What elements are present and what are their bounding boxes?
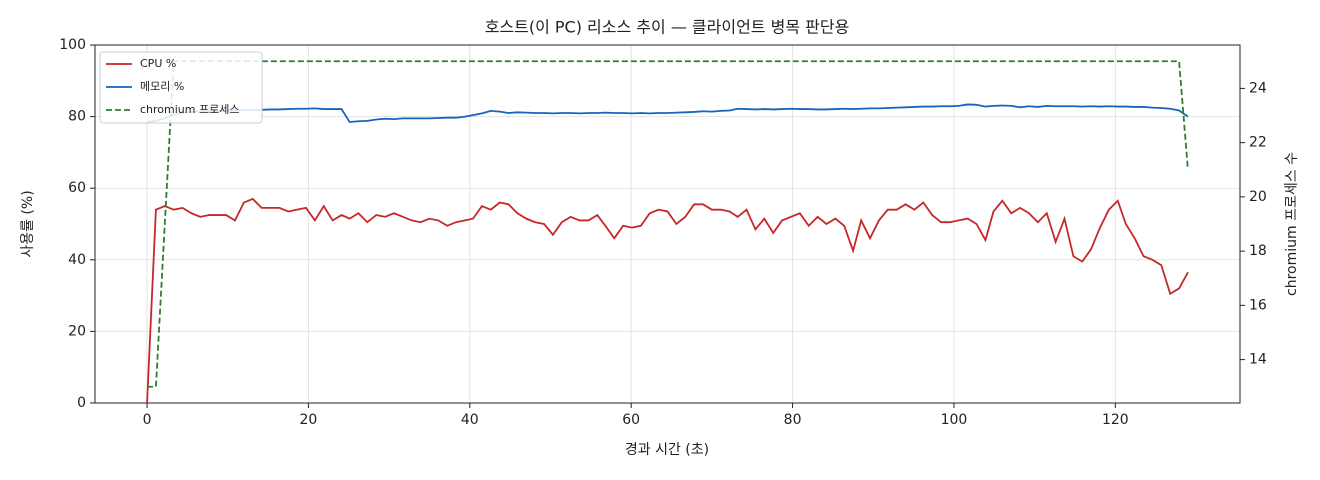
y2-tick-label: 24 <box>1249 80 1267 96</box>
series-line <box>147 60 1189 388</box>
y2-tick-label: 16 <box>1249 297 1267 313</box>
y2-tick-label: 20 <box>1249 189 1267 205</box>
x-tick-label: 80 <box>784 412 802 428</box>
y2-tick-label: 22 <box>1249 135 1267 151</box>
y-tick-label: 60 <box>68 180 86 196</box>
series-line <box>146 103 1189 123</box>
x-tick-label: 100 <box>941 412 968 428</box>
y-tick-label: 0 <box>77 395 86 411</box>
y-tick-label: 100 <box>59 37 86 53</box>
chart-title: 호스트(이 PC) 리소스 추이 — 클라이언트 병목 판단용 <box>485 18 850 37</box>
plot-frame <box>94 44 1241 404</box>
legend-box <box>99 51 263 124</box>
y-tick-label: 20 <box>68 323 86 339</box>
x-axis-label: 경과 시간 (초) <box>625 442 709 458</box>
x-tick-label: 40 <box>461 412 479 428</box>
legend-label: chromium 프로세스 <box>140 103 239 116</box>
legend-label: CPU % <box>140 57 176 70</box>
y2-tick-label: 14 <box>1249 352 1267 368</box>
y-axis-label: 사용률 (%) <box>20 190 36 257</box>
y2-tick-label: 18 <box>1249 243 1267 259</box>
x-tick-label: 120 <box>1102 412 1129 428</box>
legend-label: 메모리 % <box>140 80 184 93</box>
y-tick-label: 40 <box>68 252 86 268</box>
series-line <box>146 197 1189 404</box>
x-tick-label: 60 <box>622 412 640 428</box>
x-tick-label: 0 <box>143 412 152 428</box>
y-tick-label: 80 <box>68 109 86 125</box>
y2-axis-label: chromium 프로세스 수 <box>1284 152 1300 296</box>
x-tick-label: 20 <box>300 412 318 428</box>
